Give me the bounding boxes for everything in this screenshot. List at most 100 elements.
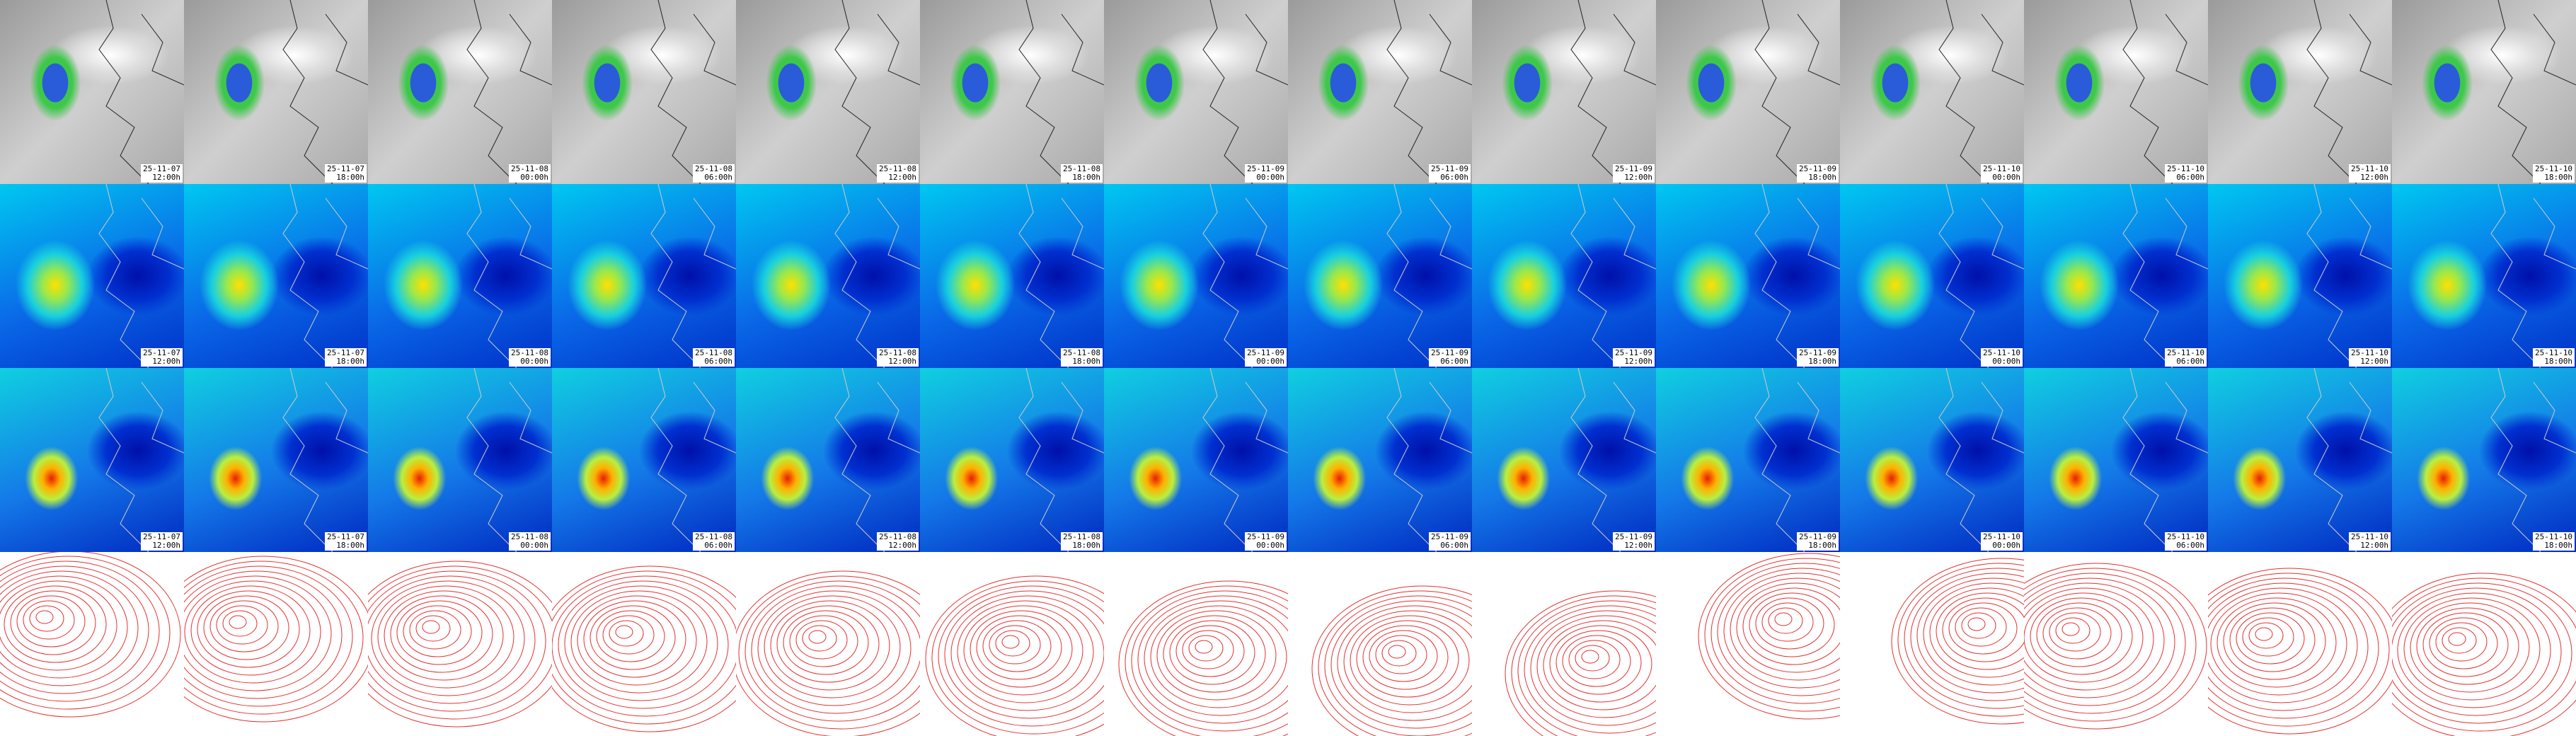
map-tile — [552, 552, 736, 736]
timestamp-label: 25-11-08 00:00h — [509, 164, 551, 183]
date: 25-11-08 — [695, 348, 732, 357]
pressure-contours — [1505, 590, 1656, 736]
time: 12:00h — [152, 541, 180, 550]
time: 18:00h — [1808, 541, 1836, 550]
date: 25-11-09 — [1799, 164, 1836, 173]
time: 00:00h — [1992, 357, 2020, 366]
timestamp-label: 25-11-10 00:00h — [1981, 348, 2023, 367]
time: 18:00h — [1808, 357, 1836, 366]
coastline — [650, 368, 736, 552]
timestamp-label: 25-11-10 12:00h — [2349, 164, 2391, 183]
date: 25-11-08 — [511, 532, 548, 541]
time: 12:00h — [2360, 541, 2388, 550]
time: 00:00h — [1992, 541, 2020, 550]
timestamp-label: 25-11-07 12:00h — [141, 348, 183, 367]
date: 25-11-09 — [1431, 532, 1468, 541]
time: 06:00h — [704, 357, 732, 366]
map-tile: 25-11-07 18:00h — [184, 368, 368, 552]
map-tile: 25-11-10 06:00h — [2024, 0, 2208, 184]
map-tile: 25-11-09 00:00h — [1104, 184, 1288, 368]
timestamp-label: 25-11-07 18:00h — [325, 532, 367, 551]
coastline — [282, 0, 368, 184]
coastline — [1386, 368, 1472, 552]
pressure-contours — [1698, 553, 1840, 720]
timestamp-label: 25-11-08 06:00h — [693, 164, 735, 183]
coastline — [2122, 184, 2208, 368]
date: 25-11-07 — [143, 164, 180, 173]
time: 12:00h — [888, 541, 916, 550]
date: 25-11-08 — [1063, 532, 1100, 541]
map-tile: 25-11-10 18:00h — [2392, 0, 2576, 184]
time: 12:00h — [2360, 173, 2388, 182]
timestamp-label: 25-11-09 06:00h — [1429, 532, 1471, 551]
map-tile — [0, 552, 184, 736]
coastline — [1386, 184, 1472, 368]
date: 25-11-08 — [695, 164, 732, 173]
time: 06:00h — [704, 173, 732, 182]
time: 18:00h — [2544, 173, 2572, 182]
time: 12:00h — [2360, 357, 2388, 366]
coastline — [1202, 184, 1288, 368]
time: 18:00h — [1072, 357, 1100, 366]
map-tile: 25-11-10 06:00h — [2024, 368, 2208, 552]
timestamp-label: 25-11-10 06:00h — [2165, 164, 2207, 183]
map-tile — [368, 552, 552, 736]
time: 06:00h — [2176, 173, 2204, 182]
map-tile: 25-11-10 18:00h — [2392, 184, 2576, 368]
map-tile: 25-11-09 06:00h — [1288, 0, 1472, 184]
date: 25-11-10 — [2167, 532, 2204, 541]
map-tile: 25-11-07 12:00h — [0, 184, 184, 368]
coastline — [1938, 368, 2024, 552]
time: 06:00h — [704, 541, 732, 550]
map-tile: 25-11-08 06:00h — [552, 184, 736, 368]
time: 00:00h — [1256, 541, 1284, 550]
time: 12:00h — [888, 357, 916, 366]
time: 12:00h — [152, 173, 180, 182]
map-tile: 25-11-09 12:00h — [1472, 368, 1656, 552]
time: 06:00h — [1440, 173, 1468, 182]
pressure-contours — [925, 575, 1104, 736]
pressure-contours — [1891, 558, 2024, 725]
pressure-contours — [736, 570, 920, 736]
timestamp-label: 25-11-07 12:00h — [141, 164, 183, 183]
map-tile: 25-11-08 18:00h — [920, 184, 1104, 368]
date: 25-11-10 — [2351, 532, 2388, 541]
coastline — [1938, 184, 2024, 368]
map-tile — [1472, 552, 1656, 736]
coastline — [1754, 0, 1840, 184]
map-tile — [2024, 552, 2208, 736]
date: 25-11-07 — [327, 164, 364, 173]
map-tile: 25-11-10 06:00h — [2024, 184, 2208, 368]
pressure-contours — [184, 556, 368, 723]
date: 25-11-09 — [1247, 164, 1284, 173]
date: 25-11-09 — [1799, 348, 1836, 357]
time: 06:00h — [2176, 541, 2204, 550]
time: 00:00h — [520, 357, 548, 366]
time: 18:00h — [1808, 173, 1836, 182]
date: 25-11-09 — [1247, 532, 1284, 541]
date: 25-11-08 — [1063, 164, 1100, 173]
coastline — [1754, 368, 1840, 552]
map-tile — [1840, 552, 2024, 736]
date: 25-11-09 — [1615, 348, 1652, 357]
timestamp-label: 25-11-09 06:00h — [1429, 348, 1471, 367]
map-tile — [736, 552, 920, 736]
time: 18:00h — [336, 357, 364, 366]
coastline — [834, 0, 920, 184]
time: 00:00h — [1256, 173, 1284, 182]
date: 25-11-09 — [1431, 164, 1468, 173]
map-tile: 25-11-10 00:00h — [1840, 0, 2024, 184]
timestamp-label: 25-11-09 12:00h — [1613, 348, 1655, 367]
map-tile: 25-11-09 18:00h — [1656, 184, 1840, 368]
map-tile: 25-11-08 06:00h — [552, 368, 736, 552]
map-tile: 25-11-09 18:00h — [1656, 368, 1840, 552]
timestamp-label: 25-11-09 18:00h — [1797, 348, 1839, 367]
date: 25-11-07 — [327, 532, 364, 541]
timestamp-label: 25-11-09 18:00h — [1797, 164, 1839, 183]
coastline — [1386, 0, 1472, 184]
coastline — [1570, 184, 1656, 368]
timestamp-label: 25-11-09 00:00h — [1245, 532, 1287, 551]
coastline — [834, 368, 920, 552]
coastline — [1202, 0, 1288, 184]
